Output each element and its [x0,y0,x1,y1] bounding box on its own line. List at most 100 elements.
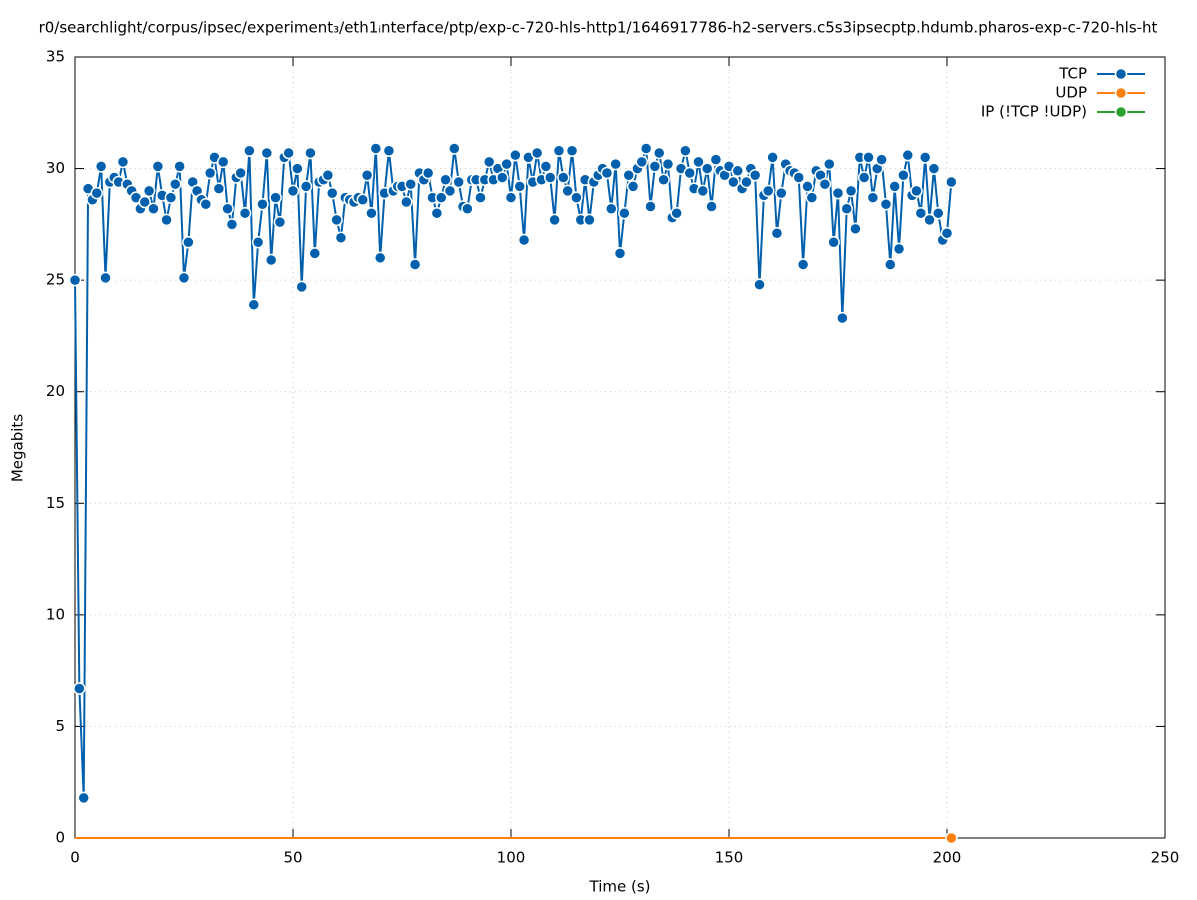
data-point [945,831,958,845]
data-point [530,146,544,160]
x-tick-label: 250 [1151,849,1180,867]
data-point [670,206,683,220]
data-point [142,184,156,198]
data-point [652,146,666,160]
data-point [430,206,444,220]
data-point [727,175,740,189]
data-point [496,171,509,184]
data-point [408,258,422,271]
data-point [940,227,954,240]
x-tick-label: 100 [497,849,526,867]
data-point [182,235,195,249]
data-point [251,235,265,249]
data-point [626,180,640,193]
data-point [884,258,897,271]
data-point [68,273,82,287]
data-point [421,166,435,180]
data-point [308,247,322,260]
data-point [866,191,880,204]
data-point [700,162,714,175]
data-point [404,177,417,191]
legend-marker [1114,105,1128,119]
data-point [862,151,875,164]
data-point [439,173,452,186]
data-point [400,195,413,209]
data-point [692,155,705,169]
data-point [644,200,657,213]
data-point [513,180,526,193]
y-tick-label: 20 [46,382,65,400]
x-axis-label: Time (s) [589,878,651,896]
data-point [99,271,112,285]
data-point [234,166,247,180]
x-tick-label: 150 [715,849,744,867]
data-point [648,160,662,173]
data-point [138,195,152,209]
data-point [482,155,496,169]
data-point [836,311,849,325]
data-point [321,169,335,182]
data-point [282,146,295,160]
legend-marker [1114,67,1128,81]
data-point [910,184,923,198]
chart-title: r0/searchlight/corpus/ipsec/experiment₃/… [39,19,1158,37]
data-point [709,153,723,166]
data-point [901,148,915,162]
data-point [160,213,173,227]
data-point [269,191,282,204]
data-point [827,235,840,249]
data-point [849,222,862,236]
data-point [696,184,710,198]
data-point [260,146,274,160]
data-point [548,213,561,227]
data-point [286,184,300,198]
data-point [796,258,810,271]
data-point [600,166,614,180]
data-point [818,177,832,191]
y-tick-label: 35 [46,48,65,66]
data-point [609,157,622,171]
y-tick-label: 25 [46,271,65,289]
data-point [509,148,522,162]
data-point [775,186,788,200]
data-point [243,144,256,157]
data-point [875,153,888,166]
data-point [683,166,697,180]
y-tick-label: 15 [46,494,65,512]
data-point [199,198,213,211]
y-tick-label: 30 [46,159,65,177]
data-point [622,169,635,182]
data-point [147,202,160,215]
data-point [264,253,278,267]
data-point [500,157,513,171]
data-point [94,160,108,173]
data-point [434,191,448,204]
data-point [657,173,670,186]
data-point [247,298,261,311]
data-point [325,186,339,200]
data-point [570,191,583,204]
data-point [923,213,936,227]
data-point [892,242,906,256]
data-point [945,175,958,189]
data-point [273,215,287,229]
data-point [918,151,932,164]
data-point [661,157,675,171]
series-line [74,148,953,798]
data-point [639,142,653,155]
x-tick-label: 50 [283,849,302,867]
data-point [879,198,893,211]
legend-label: UDP [1055,84,1087,102]
data-point [291,162,304,175]
data-point [151,160,165,173]
data-point [365,206,378,220]
data-point [164,191,178,204]
data-point [897,169,910,182]
data-point [914,206,928,220]
data-point [373,251,387,265]
data-point [448,142,461,155]
data-point [792,171,806,184]
data-point [831,186,845,200]
data-point [221,202,234,215]
y-tick-label: 5 [55,717,65,735]
